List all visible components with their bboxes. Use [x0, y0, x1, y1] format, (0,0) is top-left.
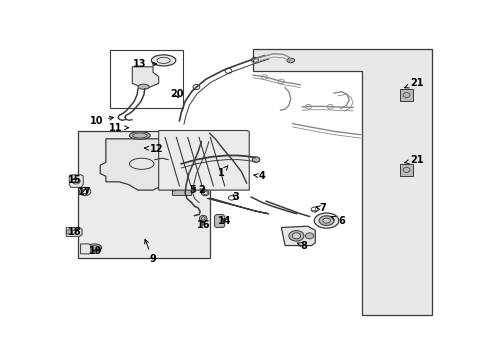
Bar	[172, 182, 191, 195]
Polygon shape	[80, 244, 91, 254]
Text: 17: 17	[78, 186, 92, 197]
Text: 6: 6	[331, 216, 345, 226]
Text: 8: 8	[297, 240, 307, 251]
Polygon shape	[69, 175, 83, 187]
Bar	[168, 165, 193, 183]
Text: 19: 19	[89, 246, 102, 256]
Ellipse shape	[87, 244, 102, 252]
Polygon shape	[281, 226, 315, 246]
Ellipse shape	[199, 215, 207, 221]
Text: 10: 10	[90, 116, 113, 126]
Ellipse shape	[252, 157, 260, 162]
Text: 13: 13	[133, 59, 157, 69]
Ellipse shape	[323, 218, 330, 223]
Text: 1: 1	[218, 166, 228, 179]
Polygon shape	[400, 164, 414, 176]
Text: 3: 3	[233, 192, 240, 202]
Text: 20: 20	[170, 90, 184, 99]
Text: 18: 18	[68, 227, 81, 237]
Text: 11: 11	[109, 123, 128, 133]
Ellipse shape	[79, 187, 91, 195]
Polygon shape	[400, 89, 414, 102]
Text: 15: 15	[68, 175, 81, 185]
Text: 16: 16	[197, 220, 211, 230]
Text: 4: 4	[253, 171, 266, 181]
Ellipse shape	[138, 84, 149, 89]
Text: 2: 2	[199, 185, 205, 195]
Text: 12: 12	[145, 144, 164, 153]
Ellipse shape	[66, 230, 73, 234]
Bar	[77, 131, 210, 258]
Ellipse shape	[129, 132, 150, 139]
Polygon shape	[215, 215, 225, 228]
Text: 7: 7	[316, 203, 326, 213]
Polygon shape	[159, 131, 249, 190]
Ellipse shape	[151, 55, 176, 66]
Text: 5: 5	[189, 185, 196, 195]
Text: 21: 21	[405, 155, 424, 165]
Ellipse shape	[289, 231, 304, 241]
Polygon shape	[100, 139, 195, 190]
Polygon shape	[66, 228, 82, 237]
Polygon shape	[132, 67, 159, 89]
Ellipse shape	[287, 58, 294, 63]
Text: 14: 14	[218, 216, 231, 226]
Ellipse shape	[292, 233, 300, 239]
Ellipse shape	[314, 213, 339, 228]
Text: 21: 21	[405, 77, 424, 88]
Ellipse shape	[319, 216, 334, 225]
Bar	[110, 50, 183, 108]
Ellipse shape	[305, 233, 314, 239]
Text: 9: 9	[145, 239, 156, 264]
Polygon shape	[253, 49, 432, 315]
